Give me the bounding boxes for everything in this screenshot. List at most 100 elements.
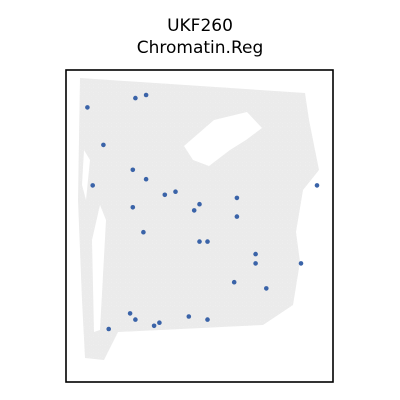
- tissue-cell: [298, 321, 304, 327]
- tissue-cell: [154, 305, 160, 311]
- tissue-cell: [212, 258, 218, 264]
- tissue-cell: [192, 91, 198, 97]
- tissue-cell: [156, 239, 162, 245]
- tissue-cell: [181, 204, 187, 210]
- tissue-cell: [161, 122, 166, 128]
- tissue-cell: [271, 95, 277, 100]
- tissue-cell: [134, 106, 139, 112]
- tissue-cell: [248, 235, 254, 241]
- tissue-cell: [192, 169, 198, 175]
- tissue-cell: [111, 91, 117, 97]
- tissue-cell: [161, 184, 166, 190]
- tissue-cell: [233, 200, 238, 206]
- tissue-cell: [262, 95, 268, 100]
- tissue-cell: [161, 145, 166, 151]
- tissue-cell: [284, 87, 290, 93]
- tissue-cell: [253, 102, 259, 108]
- tissue-cell: [98, 356, 103, 360]
- tissue-cell: [280, 212, 286, 217]
- tissue-cell: [284, 141, 290, 147]
- tissue-cell: [136, 149, 142, 155]
- tissue-cell: [253, 141, 259, 147]
- tissue-cell: [147, 262, 153, 268]
- tissue-cell: [194, 95, 200, 100]
- tissue-cell: [273, 137, 279, 143]
- tissue-cell: [134, 278, 139, 284]
- tissue-cell: [104, 87, 110, 93]
- tissue-cell: [206, 286, 211, 292]
- tissue-cell: [219, 78, 225, 81]
- tissue-cell: [154, 126, 160, 132]
- tissue-cell: [275, 180, 281, 186]
- tissue-cell: [305, 122, 310, 128]
- tissue-cell: [147, 137, 153, 143]
- tissue-cell: [264, 169, 270, 175]
- tissue-cell: [208, 227, 214, 233]
- tissue-cell: [271, 118, 277, 124]
- tissue-cell: [107, 317, 112, 323]
- tissue-cell: [253, 110, 259, 116]
- tissue-cell: [172, 274, 178, 280]
- tissue-cell: [260, 223, 265, 229]
- tissue-cell: [230, 173, 236, 178]
- tissue-cell: [116, 270, 121, 276]
- tissue-cell: [253, 313, 259, 319]
- tissue-cell: [305, 161, 310, 167]
- tissue-cell: [134, 169, 139, 175]
- tissue-cell: [147, 130, 153, 136]
- chart-title: UKF260: [167, 16, 233, 36]
- tissue-cell: [113, 344, 119, 350]
- tissue-cell: [176, 141, 182, 147]
- tissue-cell: [293, 188, 299, 194]
- tissue-cell: [244, 188, 250, 194]
- tissue-cell: [113, 321, 119, 327]
- tissue-cell: [302, 134, 308, 139]
- tissue-cell: [296, 114, 301, 120]
- tissue-cell: [212, 102, 218, 108]
- tissue-cell: [84, 145, 90, 151]
- tissue-cell: [129, 293, 135, 299]
- tissue-cell: [289, 290, 295, 295]
- tissue-cell: [134, 325, 139, 331]
- tissue-cell: [219, 184, 225, 190]
- tissue-cell: [293, 243, 299, 249]
- tissue-cell: [255, 356, 261, 360]
- tissue-cell: [212, 282, 218, 288]
- tissue-cell: [109, 274, 115, 280]
- tissue-cell: [248, 212, 254, 217]
- tissue-cell: [257, 188, 263, 194]
- tissue-cell: [111, 169, 117, 175]
- tissue-cell: [109, 212, 115, 217]
- tissue-cell: [314, 130, 319, 136]
- tissue-cell: [291, 215, 297, 221]
- tissue-cell: [179, 130, 184, 136]
- tissue-cell: [199, 282, 205, 288]
- tissue-cell: [147, 325, 153, 331]
- tissue-cell: [237, 145, 243, 151]
- tissue-cell: [134, 130, 139, 136]
- tissue-cell: [118, 126, 124, 132]
- tissue-cell: [226, 313, 232, 319]
- tissue-cell: [228, 239, 234, 245]
- tissue-cell: [271, 219, 277, 225]
- tissue-cell: [158, 227, 164, 233]
- tissue-cell: [181, 102, 187, 108]
- tissue-cell: [194, 227, 200, 233]
- tissue-cell: [316, 196, 319, 202]
- tissue-cell: [147, 106, 153, 112]
- tissue-cell: [197, 231, 202, 237]
- tissue-cell: [302, 110, 308, 116]
- tissue-cell: [311, 204, 317, 210]
- data-point: [234, 195, 240, 201]
- tissue-cell: [266, 321, 272, 327]
- tissue-cell: [235, 251, 241, 256]
- tissue-cell: [165, 325, 171, 331]
- tissue-cell: [257, 258, 263, 264]
- tissue-cell: [298, 134, 304, 139]
- tissue-cell: [273, 317, 279, 323]
- tissue-cell: [291, 208, 297, 214]
- tissue-cell: [282, 200, 288, 206]
- tissue-cell: [86, 118, 92, 124]
- tissue-cell: [84, 137, 90, 143]
- tissue-cell: [86, 352, 92, 358]
